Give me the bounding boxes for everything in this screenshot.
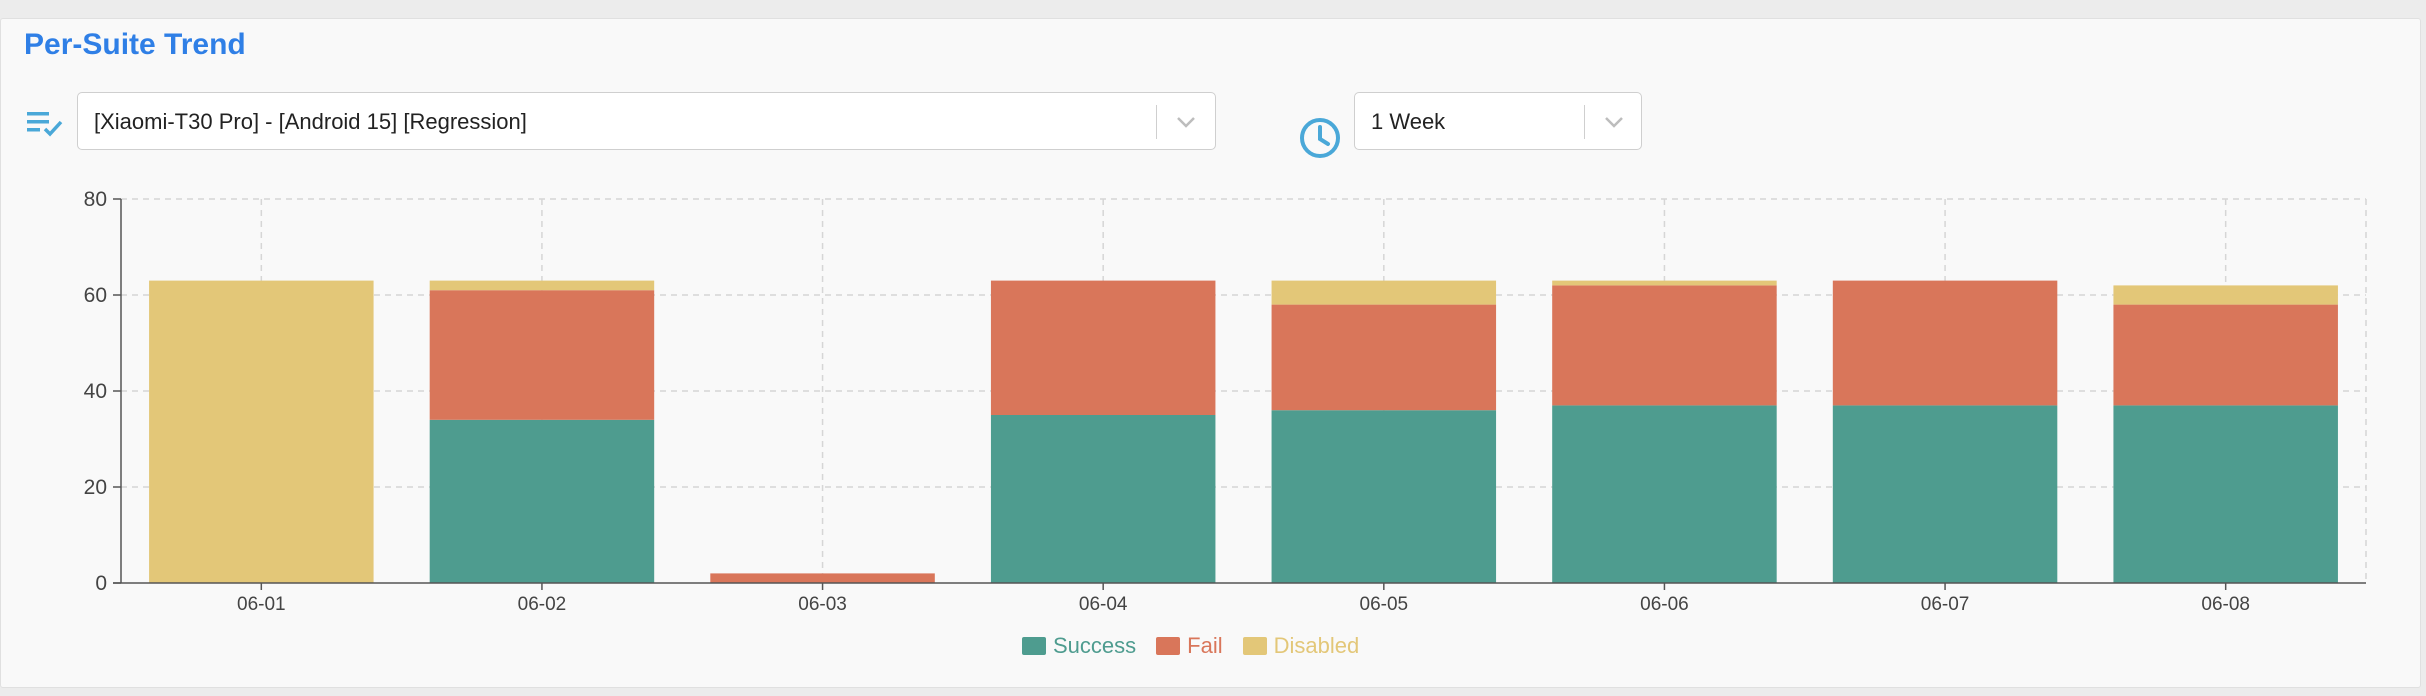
time-range-value: 1 Week — [1371, 109, 1446, 134]
legend-swatch — [1242, 637, 1267, 655]
time-range-select[interactable]: 1 Week — [1354, 92, 1642, 150]
suite-select[interactable]: [Xiaomi-T30 Pro] - [Android 15] [Regress… — [77, 92, 1216, 150]
legend-item-success[interactable]: Success — [1022, 633, 1136, 659]
legend-item-fail[interactable]: Fail — [1156, 633, 1223, 659]
legend-swatch — [1156, 637, 1181, 655]
select-separator — [1584, 105, 1585, 139]
suite-select-value: [Xiaomi-T30 Pro] - [Android 15] [Regress… — [94, 109, 527, 134]
legend-item-disabled[interactable]: Disabled — [1242, 633, 1360, 659]
legend-label: Fail — [1187, 633, 1223, 658]
page-title: Per-Suite Trend — [24, 28, 246, 61]
playlist-check-icon — [27, 112, 63, 137]
legend-swatch — [1022, 637, 1046, 655]
legend-label: Success — [1053, 633, 1137, 658]
select-separator — [1156, 105, 1157, 139]
clock-icon — [1300, 118, 1340, 158]
chevron-down-icon[interactable] — [1173, 111, 1199, 133]
chart-legend: Success Fail Disabled — [1022, 632, 1379, 660]
chevron-down-icon[interactable] — [1601, 111, 1627, 133]
legend-label: Disabled — [1273, 633, 1360, 658]
